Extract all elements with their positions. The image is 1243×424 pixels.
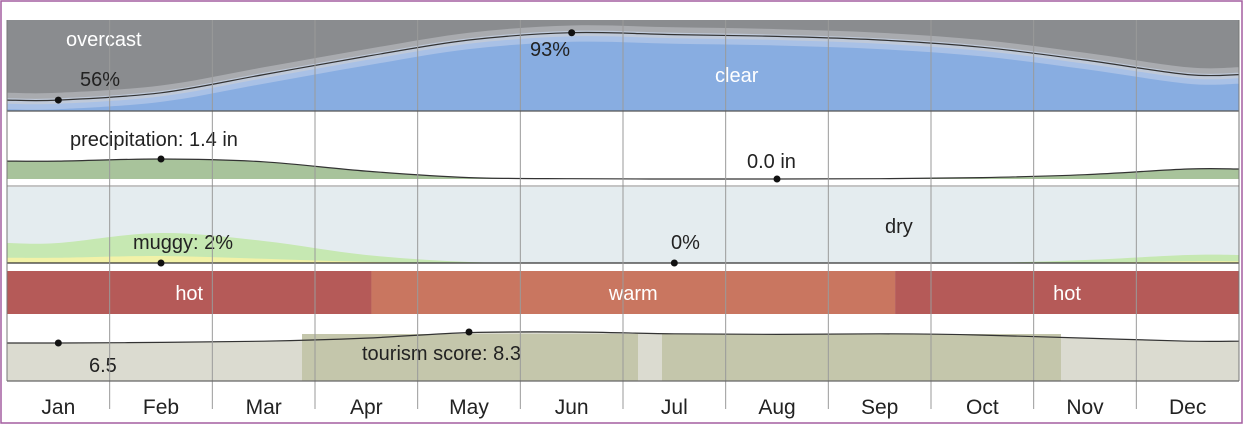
clear-label: clear	[715, 65, 759, 87]
month-label-may: May	[449, 396, 489, 419]
tourism-min-label: 6.5	[89, 355, 117, 377]
month-axis: Jan Feb Mar Apr May Jun Jul Aug Sep Oct Nov Dec	[41, 396, 1206, 419]
month-label-jun: Jun	[555, 396, 589, 419]
humidity-min-label: 0%	[671, 232, 700, 254]
temperature-band-hot-start	[7, 271, 372, 314]
humidity-max-label: muggy: 2%	[133, 232, 233, 254]
cloud-min-marker	[54, 96, 62, 104]
precipitation-min-label: 0.0 in	[747, 151, 796, 173]
month-label-jan: Jan	[41, 396, 75, 419]
month-label-sep: Sep	[861, 396, 898, 419]
precipitation-min-marker	[773, 175, 781, 183]
tourism-best-band-1	[302, 334, 638, 381]
month-label-nov: Nov	[1066, 396, 1104, 419]
month-label-apr: Apr	[350, 396, 383, 419]
tourism-best-band-2	[662, 334, 1061, 381]
humidity-max-marker	[157, 259, 165, 267]
dry-label: dry	[885, 216, 913, 238]
temperature-band-label-warm: warm	[608, 283, 658, 305]
precipitation-max-label: precipitation: 1.4 in	[70, 129, 238, 151]
month-label-mar: Mar	[246, 396, 282, 419]
month-label-feb: Feb	[143, 396, 179, 419]
temperature-band-label-hot-start: hot	[175, 283, 203, 305]
temperature-band-label-hot-end: hot	[1053, 283, 1081, 305]
humidity-min-marker	[670, 259, 678, 267]
precipitation-max-marker	[157, 155, 165, 163]
temperature-panel: hot warm hot	[7, 271, 1239, 314]
month-label-oct: Oct	[966, 396, 999, 419]
month-label-dec: Dec	[1169, 396, 1206, 419]
month-grid	[109, 20, 1137, 409]
temperature-band-warm	[371, 271, 896, 314]
panel-separators	[7, 110, 1239, 382]
cloud-max-label: 93%	[530, 39, 570, 61]
tourism-max-marker	[465, 328, 473, 336]
tourism-min-marker	[54, 339, 62, 347]
month-label-jul: Jul	[661, 396, 688, 419]
tourism-max-label: tourism score: 8.3	[362, 343, 521, 365]
month-label-aug: Aug	[758, 396, 795, 419]
temperature-band-hot-end	[895, 271, 1239, 314]
cloud-min-label: 56%	[80, 69, 120, 91]
overcast-label: overcast	[66, 29, 142, 51]
cloud-max-marker	[568, 29, 576, 37]
